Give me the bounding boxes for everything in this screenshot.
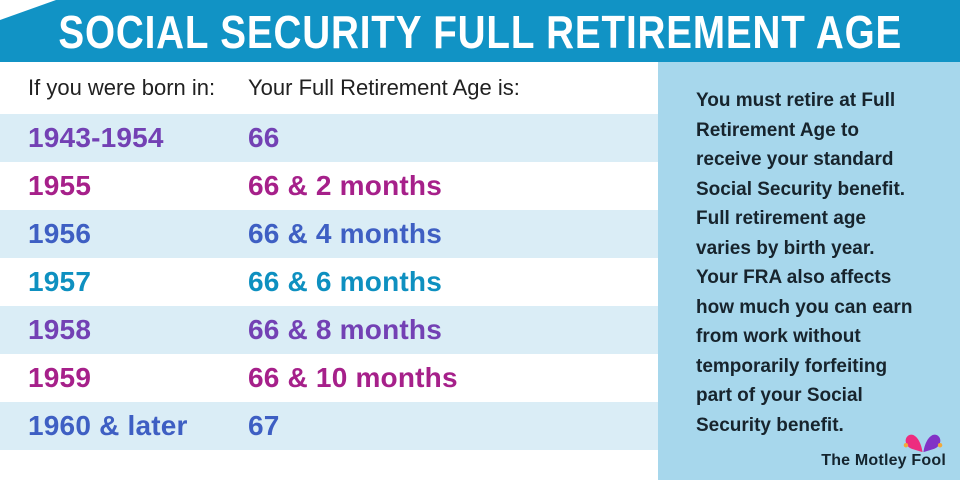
brand-name: The Motley Fool <box>821 452 946 469</box>
column-header-born: If you were born in: <box>28 75 216 100</box>
info-sidebar: You must retire at Full Retirement Age t… <box>658 62 960 480</box>
table-row: 1958 66 & 8 months <box>0 306 658 354</box>
jester-hat-icon <box>903 434 943 453</box>
retirement-age-cell: 66 & 8 months <box>248 314 442 345</box>
birth-year-cell: 1958 <box>28 314 92 345</box>
birth-year-cell: 1959 <box>28 362 92 393</box>
column-header-age: Your Full Retirement Age is: <box>248 75 520 100</box>
page-title: SOCIAL SECURITY FULL RETIREMENT AGE <box>58 6 902 58</box>
birth-year-cell: 1960 & later <box>28 410 188 441</box>
retirement-age-cell: 67 <box>248 410 280 441</box>
birth-year-cell: 1955 <box>28 170 92 201</box>
table-row: 1955 66 & 2 months <box>0 162 658 210</box>
sidebar-note: You must retire at Full Retirement Age t… <box>696 90 913 436</box>
birth-year-cell: 1956 <box>28 218 92 249</box>
retirement-age-cell: 66 & 6 months <box>248 266 442 297</box>
birth-year-cell: 1957 <box>28 266 92 297</box>
retirement-age-cell: 66 & 2 months <box>248 170 442 201</box>
birth-year-cell: 1943-1954 <box>28 122 164 153</box>
retirement-age-cell: 66 & 4 months <box>248 218 442 249</box>
retirement-age-cell: 66 <box>248 122 280 153</box>
table-row: 1956 66 & 4 months <box>0 210 658 258</box>
fra-table: If you were born in: Your Full Retiremen… <box>0 62 658 480</box>
header-banner: SOCIAL SECURITY FULL RETIREMENT AGE <box>0 0 960 62</box>
table-row: 1943-1954 66 <box>0 114 658 162</box>
table-row: 1957 66 & 6 months <box>0 258 658 306</box>
retirement-age-cell: 66 & 10 months <box>248 362 458 393</box>
table-row: 1960 & later 67 <box>0 402 658 450</box>
table-header-row: If you were born in: Your Full Retiremen… <box>0 62 658 114</box>
table-row: 1959 66 & 10 months <box>0 354 658 402</box>
